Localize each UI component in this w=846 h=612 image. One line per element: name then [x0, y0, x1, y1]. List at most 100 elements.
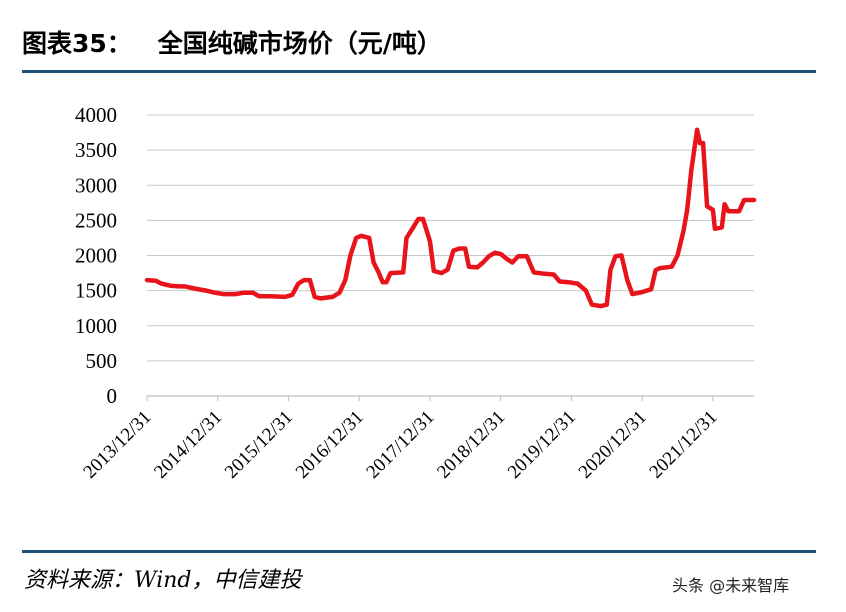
- y-tick-labels: 0 500 1000 1500 2000 2500 3000 3500 4000: [75, 103, 117, 408]
- data-point: [577, 283, 579, 285]
- data-point: [452, 250, 454, 252]
- data-point: [506, 258, 508, 260]
- x-tick-label: 2015/12/31: [221, 407, 297, 483]
- data-point: [615, 255, 616, 257]
- data-point: [659, 267, 661, 269]
- data-point: [252, 292, 254, 294]
- data-point: [146, 279, 148, 281]
- axes: [146, 395, 754, 401]
- x-tick-label: 2019/12/31: [504, 407, 580, 483]
- data-point: [626, 279, 628, 281]
- data-point: [214, 292, 216, 294]
- y-tick-label: 500: [86, 349, 118, 373]
- data-point: [332, 296, 333, 298]
- data-point: [738, 210, 740, 212]
- data-point: [494, 252, 496, 254]
- data-point: [441, 272, 443, 274]
- data-point: [488, 255, 490, 257]
- data-point: [284, 296, 286, 298]
- data-point: [533, 271, 535, 273]
- data-point: [243, 292, 245, 294]
- data-point: [411, 228, 413, 230]
- series-line-0: [144, 127, 757, 309]
- data-point: [297, 283, 299, 285]
- data-point: [702, 142, 704, 144]
- data-point: [429, 240, 431, 242]
- data-point: [349, 255, 351, 256]
- data-point: [303, 279, 305, 281]
- data-point: [417, 218, 419, 220]
- data-point: [368, 237, 370, 239]
- y-tick-label: 2500: [75, 208, 117, 232]
- data-point: [314, 296, 316, 298]
- data-point: [339, 292, 340, 294]
- data-point: [727, 210, 729, 212]
- y-tick-label: 0: [107, 384, 118, 408]
- data-point: [714, 228, 716, 230]
- figure-number: 图表35：: [22, 29, 132, 58]
- y-tick-label: 2000: [75, 244, 117, 268]
- data-point: [600, 305, 602, 307]
- data-point: [706, 205, 708, 207]
- data-point: [641, 291, 643, 293]
- data-point: [650, 288, 652, 290]
- top-rule: [22, 70, 816, 73]
- x-tick-label: 2017/12/31: [362, 407, 438, 483]
- data-point: [699, 142, 701, 144]
- data-point: [683, 230, 684, 232]
- data-point: [169, 285, 171, 287]
- data-point: [184, 285, 186, 287]
- data-point: [606, 304, 608, 306]
- data-point: [686, 209, 688, 211]
- data-point: [193, 288, 195, 289]
- data-point: [585, 290, 587, 292]
- x-tick-label: 2018/12/31: [433, 407, 509, 483]
- source-note: 资料来源：Wind，中信建投: [24, 568, 302, 593]
- gridlines: [147, 114, 754, 362]
- data-point: [447, 269, 449, 271]
- data-point: [458, 248, 460, 249]
- y-tick-label: 1500: [75, 279, 117, 303]
- data-point: [743, 199, 745, 201]
- data-point: [511, 262, 513, 263]
- data-point: [378, 271, 380, 273]
- figure-title: 图表35： 全国纯碱市场价（元/吨）: [22, 24, 442, 60]
- x-tick-label: 2013/12/31: [79, 407, 155, 483]
- data-point: [360, 235, 362, 237]
- data-point: [402, 271, 404, 273]
- data-point: [517, 255, 519, 257]
- x-tick-label: 2021/12/31: [645, 407, 721, 483]
- x-tick-label: 2014/12/31: [150, 407, 226, 483]
- data-point: [690, 170, 692, 172]
- data-point: [631, 293, 633, 295]
- y-tick-label: 4000: [75, 103, 117, 127]
- series-layer: [144, 127, 757, 309]
- data-point: [178, 285, 180, 287]
- data-point: [468, 266, 470, 268]
- y-tick-label: 3000: [75, 173, 117, 197]
- chart-title: 全国纯碱市场价（元/吨）: [157, 29, 442, 58]
- data-point: [205, 290, 207, 292]
- data-point: [234, 293, 236, 295]
- data-point: [382, 281, 384, 283]
- watermark: 头条 @未来智库: [672, 576, 790, 595]
- data-point: [270, 295, 272, 297]
- data-point: [482, 262, 484, 263]
- data-point: [753, 199, 755, 201]
- bottom-rule: [22, 550, 816, 553]
- data-point: [610, 269, 611, 271]
- data-point: [526, 255, 528, 257]
- x-tick-label: 2020/12/31: [575, 407, 651, 483]
- data-point: [621, 255, 622, 256]
- data-point: [390, 272, 391, 274]
- data-point: [258, 295, 260, 297]
- data-point: [724, 203, 726, 205]
- data-point: [464, 248, 466, 249]
- data-point: [406, 237, 407, 239]
- data-point: [712, 209, 714, 211]
- data-point: [160, 283, 162, 285]
- x-tick-labels: 2013/12/312014/12/312015/12/312016/12/31…: [79, 407, 721, 483]
- data-point: [655, 269, 657, 271]
- y-tick-label: 1000: [75, 314, 117, 338]
- data-point: [320, 297, 322, 299]
